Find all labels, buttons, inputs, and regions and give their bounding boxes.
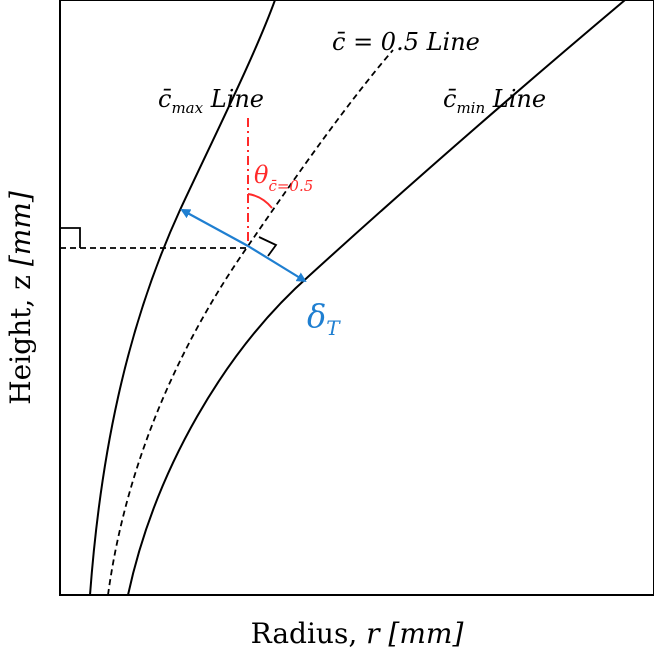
normal-right-angle-marker: [258, 236, 278, 257]
cmin-curve: [127, 0, 626, 596]
theta-label: θc̄=0.5: [254, 161, 313, 195]
cmax-curve: [89, 0, 276, 596]
y-axis-label: Height, z [mm]: [4, 191, 37, 405]
cmin-label: c̄min Line: [443, 85, 546, 117]
cmax-label: c̄max Line: [158, 85, 264, 117]
theta-arc: [247, 193, 273, 209]
x-axis-label: Radius, r [mm]: [251, 617, 464, 650]
thickness-arrow: [180, 209, 249, 247]
thickness-arrow-right: [247, 245, 307, 283]
c-half-label: c̄ = 0.5 Line: [332, 28, 480, 56]
c-half-curve: [107, 49, 394, 596]
plot-frame: [59, 0, 654, 596]
axis-right-angle-marker: [60, 227, 81, 248]
delta-label: δT: [307, 297, 341, 340]
